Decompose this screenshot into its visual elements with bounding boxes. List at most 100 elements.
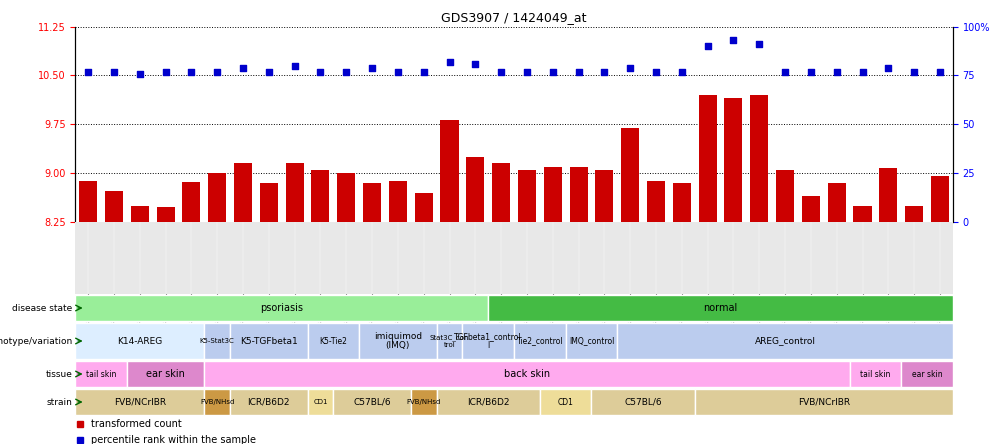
Bar [698,95,716,222]
Bar [492,163,510,222]
Bar [182,182,200,222]
Bar [849,361,901,388]
Text: AREG_control: AREG_control [754,337,815,345]
Bar [260,183,278,222]
Bar [308,388,333,416]
Bar [359,323,436,359]
Point [441,58,457,65]
Text: CD1: CD1 [313,399,328,405]
Bar [229,388,308,416]
Point [802,68,818,75]
Bar [204,323,229,359]
Text: back skin: back skin [503,369,549,379]
Point [338,68,354,75]
Text: K5-Stat3C: K5-Stat3C [199,338,234,344]
Point [467,60,483,67]
Text: genotype/variation: genotype/variation [0,337,72,345]
Bar [389,181,407,222]
Text: FVB/NCrIBR: FVB/NCrIBR [113,397,165,407]
Point [364,64,380,71]
Text: CD1: CD1 [557,397,573,407]
Text: FVB/NHsd: FVB/NHsd [199,399,234,405]
Text: K5-Tie2: K5-Tie2 [319,337,347,345]
Bar [204,388,229,416]
Bar [543,166,561,222]
Bar [75,361,126,388]
Title: GDS3907 / 1424049_at: GDS3907 / 1424049_at [441,11,586,24]
Bar [513,323,565,359]
Text: tail skin: tail skin [860,369,890,378]
Point [493,68,509,75]
Point [931,68,947,75]
Point [570,68,586,75]
Point [777,68,793,75]
Point [596,68,612,75]
Bar [440,120,458,222]
Point [544,68,560,75]
Text: FVB/NCrIBR: FVB/NCrIBR [797,397,849,407]
Bar [879,168,897,222]
Text: FVB/NHsd: FVB/NHsd [406,399,441,405]
Bar [130,206,148,222]
Bar [363,183,381,222]
Point [131,70,147,77]
Point [157,68,173,75]
Point [209,68,225,75]
Bar [462,323,513,359]
Text: transformed count: transformed count [91,420,181,429]
Point [699,43,715,50]
Bar [436,323,462,359]
Text: C57BL/6: C57BL/6 [623,397,661,407]
Bar [105,191,123,222]
Bar [646,181,664,222]
Bar [311,170,329,222]
Bar [801,196,819,222]
Text: tail skin: tail skin [86,369,116,378]
Bar [853,206,871,222]
Bar [723,98,741,222]
Bar [539,388,591,416]
Text: psoriasis: psoriasis [260,303,303,313]
Bar [286,163,304,222]
Text: ear skin: ear skin [911,369,942,378]
Point [880,64,896,71]
Bar [229,323,308,359]
Bar [595,170,613,222]
Point [828,68,844,75]
Text: normal: normal [702,303,736,313]
Point [183,68,199,75]
Bar [488,294,952,321]
Point [854,68,870,75]
Bar [75,388,204,416]
Bar [233,163,252,222]
Point [312,68,328,75]
Text: tissue: tissue [46,369,72,378]
Text: K5-TGFbeta1: K5-TGFbeta1 [239,337,298,345]
Bar [517,170,535,222]
Point [673,68,689,75]
Text: percentile rank within the sample: percentile rank within the sample [91,435,256,444]
Bar [333,388,411,416]
Bar [75,294,488,321]
Bar [308,323,359,359]
Bar [776,170,794,222]
Bar [466,157,484,222]
Point [750,41,767,48]
Text: ICR/B6D2: ICR/B6D2 [467,397,509,407]
Point [647,68,663,75]
Bar [75,323,204,359]
Text: Stat3C_con
trol: Stat3C_con trol [429,334,469,348]
Point [234,64,250,71]
Bar [436,388,539,416]
Bar [930,176,948,222]
Bar [904,206,922,222]
Point [390,68,406,75]
Text: Tie2_control: Tie2_control [516,337,562,345]
Point [287,62,303,69]
Bar [827,183,845,222]
Bar [694,388,952,416]
Point [905,68,921,75]
Bar [337,173,355,222]
Bar [204,361,849,388]
Bar [749,95,768,222]
